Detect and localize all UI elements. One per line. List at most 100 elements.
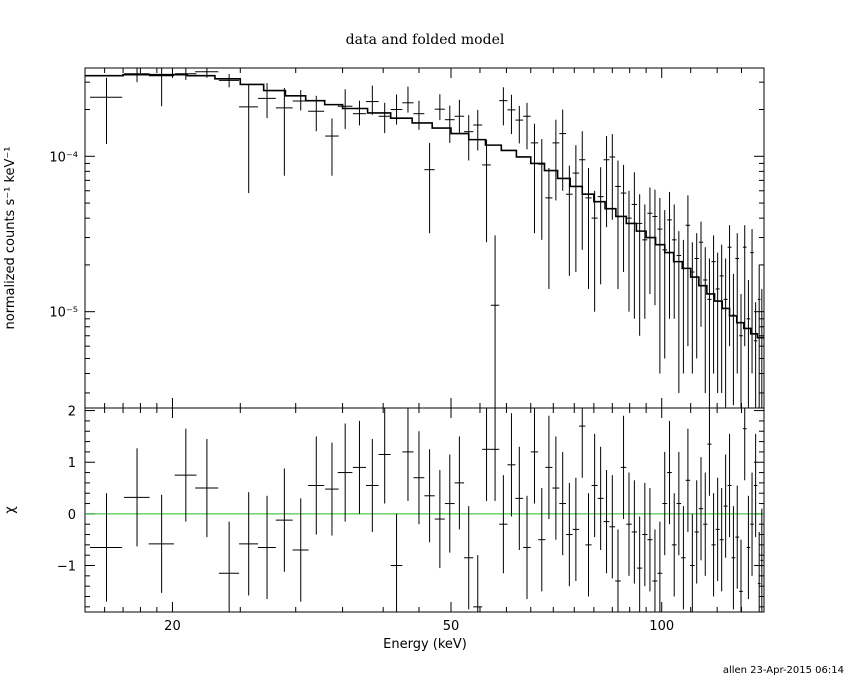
residual-point	[566, 482, 573, 587]
residual-point	[757, 531, 761, 612]
data-point	[707, 258, 712, 408]
data-point	[454, 99, 465, 134]
residual-point	[123, 448, 150, 547]
data-point	[746, 279, 751, 408]
data-point	[609, 134, 616, 220]
residual-point	[681, 506, 686, 610]
data-point	[413, 100, 425, 130]
data-point	[482, 139, 491, 243]
data-point	[731, 273, 736, 406]
data-point	[378, 102, 391, 134]
data-point	[585, 168, 592, 289]
residual-point	[482, 408, 491, 501]
data-point	[637, 194, 643, 336]
x-tick-label-50: 50	[443, 619, 460, 634]
residual-point	[413, 431, 425, 525]
residual-point	[657, 521, 663, 612]
data-point	[676, 231, 682, 393]
data-point	[90, 77, 123, 144]
x-axis-label: Energy (keV)	[383, 637, 467, 652]
data-point	[753, 302, 758, 408]
data-point	[735, 233, 740, 374]
data-point	[719, 244, 724, 393]
residual-point	[454, 436, 465, 530]
residual-point	[698, 457, 704, 561]
y-tick-label-1e-5: 10⁻⁵	[49, 306, 78, 321]
residual-point	[694, 480, 699, 584]
residual-point	[685, 428, 691, 532]
data-point	[647, 187, 653, 294]
data-point	[703, 247, 708, 393]
residual-point	[545, 415, 553, 520]
residual-point	[626, 472, 632, 576]
data-point	[473, 109, 483, 151]
data-point	[620, 164, 627, 273]
data-point	[642, 204, 648, 319]
data-point	[490, 235, 500, 408]
data-point	[365, 85, 379, 115]
residual-point	[559, 451, 567, 556]
residual-point	[579, 408, 586, 478]
residual-point	[585, 493, 592, 597]
residual-point	[148, 494, 174, 593]
residual-point	[258, 495, 276, 600]
data-point	[572, 145, 580, 273]
bottom-panel-frame	[84, 407, 765, 613]
data-point	[499, 87, 508, 126]
residual-point	[735, 485, 740, 589]
data-point	[444, 105, 455, 143]
residual-point	[707, 408, 712, 496]
data-point	[523, 102, 531, 150]
residual-point	[275, 468, 293, 572]
data-point	[723, 258, 728, 408]
data-point	[685, 195, 691, 347]
residual-point	[603, 469, 610, 574]
chart-title: data and folded model	[346, 32, 505, 48]
data-point	[662, 210, 668, 359]
residual-point	[434, 469, 445, 569]
residual-point	[609, 475, 616, 579]
residual-point	[378, 408, 391, 504]
data-point	[742, 225, 747, 347]
data-point	[615, 160, 621, 289]
residual-point	[218, 521, 240, 612]
data-point	[757, 264, 761, 408]
data-point	[308, 95, 325, 132]
data-point	[727, 225, 732, 347]
y-axis-label-top: normalized counts s⁻¹ keV⁻¹	[3, 147, 18, 330]
data-point	[538, 139, 546, 240]
residual-point	[464, 506, 474, 610]
data-point	[750, 229, 754, 374]
residual-point	[499, 475, 508, 574]
data-point	[760, 288, 764, 408]
residual-point	[727, 433, 732, 538]
residual-point	[715, 477, 720, 582]
residual-point	[515, 446, 524, 551]
residual-point	[750, 472, 754, 576]
residual-point	[523, 495, 531, 600]
residual-point	[667, 420, 672, 525]
residual-point	[490, 408, 500, 501]
chi-tick-label-minus1: −1	[57, 560, 76, 575]
residual-point	[731, 506, 736, 610]
residual-point	[337, 423, 353, 522]
residual-point	[711, 493, 716, 597]
data-point	[681, 239, 686, 374]
chi-tick-label-2: 2	[68, 405, 76, 420]
residual-point	[742, 408, 747, 481]
residual-point	[365, 438, 379, 532]
x-tick-label-20: 20	[164, 619, 181, 634]
residual-point	[444, 454, 455, 553]
data-point	[195, 68, 219, 78]
residual-point	[753, 433, 758, 538]
data-point	[325, 118, 339, 176]
data-point	[515, 105, 524, 144]
data-point	[218, 74, 240, 88]
data-point	[123, 68, 150, 83]
data-point	[337, 89, 353, 129]
residual-point	[239, 492, 259, 596]
residual-point	[637, 516, 643, 612]
residual-point	[591, 433, 598, 538]
residual-point	[90, 493, 123, 602]
residual-point	[507, 413, 516, 517]
